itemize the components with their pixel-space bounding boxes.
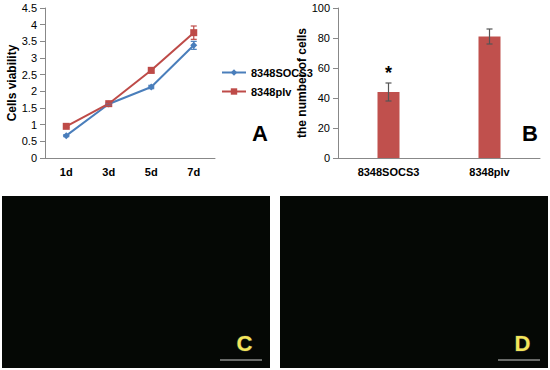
svg-text:8348plv: 8348plv (251, 86, 292, 98)
svg-text:8348SOCS3: 8348SOCS3 (251, 67, 313, 79)
svg-text:Cells viability: Cells viability (5, 44, 19, 121)
svg-text:3d: 3d (102, 166, 115, 178)
svg-text:100: 100 (312, 2, 330, 14)
svg-text:60: 60 (318, 62, 330, 74)
svg-text:0: 0 (31, 152, 37, 164)
svg-text:7d: 7d (187, 166, 200, 178)
svg-text:D: D (515, 331, 531, 356)
svg-text:1: 1 (31, 119, 37, 131)
svg-text:the number of cells: the number of cells (295, 28, 309, 138)
svg-text:3: 3 (31, 52, 37, 64)
svg-text:8348SOCS3: 8348SOCS3 (358, 166, 420, 178)
svg-text:1.5: 1.5 (22, 102, 37, 114)
svg-text:1d: 1d (60, 166, 73, 178)
svg-text:B: B (522, 121, 538, 146)
svg-text:*: * (385, 63, 392, 83)
svg-text:4.5: 4.5 (22, 2, 37, 14)
svg-text:8348plv: 8348plv (469, 166, 510, 178)
svg-text:20: 20 (318, 122, 330, 134)
svg-text:2.5: 2.5 (22, 69, 37, 81)
svg-text:0.5: 0.5 (22, 135, 37, 147)
svg-text:3.5: 3.5 (22, 35, 37, 47)
svg-text:40: 40 (318, 92, 330, 104)
svg-text:4: 4 (31, 19, 37, 31)
svg-text:A: A (252, 121, 268, 146)
svg-text:5d: 5d (145, 166, 158, 178)
svg-text:80: 80 (318, 32, 330, 44)
svg-text:0: 0 (324, 152, 330, 164)
svg-text:2: 2 (31, 85, 37, 97)
svg-text:C: C (237, 331, 253, 356)
